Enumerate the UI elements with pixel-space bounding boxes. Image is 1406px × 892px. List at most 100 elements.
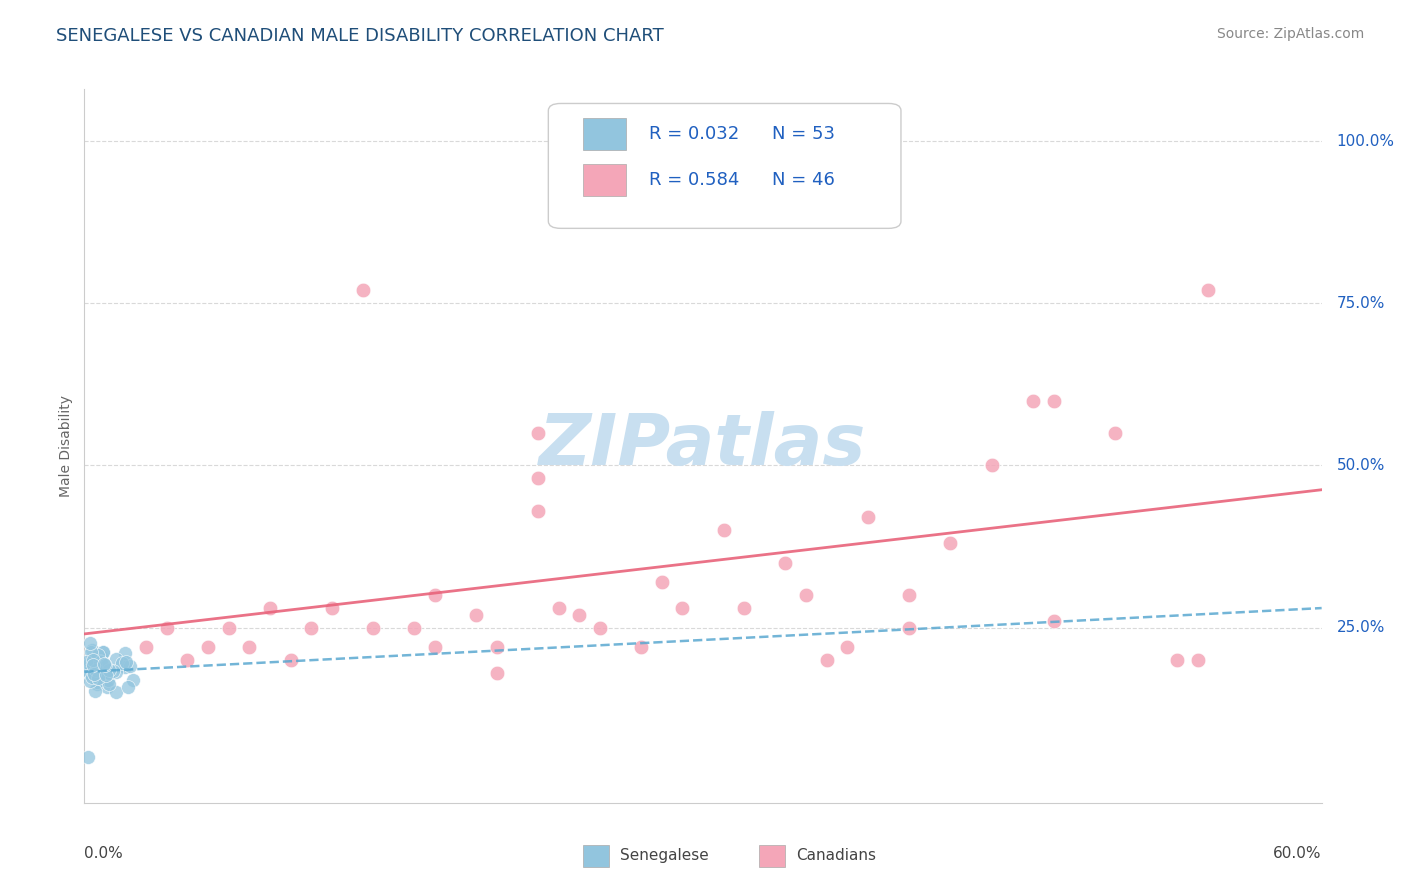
Point xyxy=(84,665,107,680)
Point xyxy=(75,655,97,669)
Text: Canadians: Canadians xyxy=(796,848,876,863)
Point xyxy=(98,664,121,678)
Point xyxy=(87,667,110,681)
Point xyxy=(82,658,104,673)
Point xyxy=(423,588,446,602)
Point xyxy=(93,657,115,672)
Point xyxy=(527,425,550,440)
FancyBboxPatch shape xyxy=(548,103,901,228)
Point xyxy=(79,636,101,650)
Point xyxy=(83,665,105,679)
Point xyxy=(86,677,108,691)
Text: 25.0%: 25.0% xyxy=(1337,620,1385,635)
Point xyxy=(79,661,101,675)
Point xyxy=(80,643,103,657)
Point xyxy=(91,645,114,659)
Point xyxy=(114,646,136,660)
Point xyxy=(83,666,105,681)
Point xyxy=(259,601,281,615)
Point xyxy=(111,657,134,671)
Point xyxy=(980,458,1002,473)
Point xyxy=(321,601,343,615)
Point xyxy=(547,601,569,615)
Point xyxy=(86,675,108,690)
Point xyxy=(135,640,157,654)
Text: R = 0.584: R = 0.584 xyxy=(648,171,740,189)
Point xyxy=(80,645,103,659)
Point xyxy=(84,683,107,698)
Point xyxy=(89,654,111,668)
Y-axis label: Male Disability: Male Disability xyxy=(59,395,73,497)
Point xyxy=(104,685,127,699)
Point xyxy=(713,524,735,538)
Point xyxy=(97,666,120,681)
Point xyxy=(90,664,112,678)
Point xyxy=(83,657,105,672)
Text: 0.0%: 0.0% xyxy=(84,846,124,861)
Point xyxy=(117,680,139,694)
Point xyxy=(197,640,219,654)
Point xyxy=(122,673,145,687)
Point xyxy=(94,666,117,681)
Point xyxy=(84,663,107,677)
Point xyxy=(939,536,962,550)
Point xyxy=(352,283,374,297)
Point xyxy=(114,660,136,674)
Point xyxy=(97,676,120,690)
Text: 60.0%: 60.0% xyxy=(1274,846,1322,861)
Point xyxy=(1166,653,1188,667)
FancyBboxPatch shape xyxy=(583,118,626,150)
Point xyxy=(299,621,322,635)
Text: 100.0%: 100.0% xyxy=(1337,134,1395,149)
Point xyxy=(404,621,426,635)
Point xyxy=(90,666,112,681)
Point xyxy=(775,556,797,570)
Point xyxy=(96,680,118,694)
Point xyxy=(485,666,508,681)
Point xyxy=(837,640,859,654)
Point xyxy=(96,668,118,682)
Point xyxy=(218,621,240,635)
Point xyxy=(1042,393,1064,408)
Point xyxy=(86,648,108,662)
Text: N = 53: N = 53 xyxy=(772,125,835,143)
Point xyxy=(98,664,121,678)
Point xyxy=(79,673,101,688)
Point xyxy=(115,655,138,669)
Point xyxy=(97,673,120,688)
Point xyxy=(651,575,673,590)
Point xyxy=(423,640,446,654)
Point xyxy=(527,504,550,518)
Point xyxy=(640,205,662,219)
Point xyxy=(80,670,103,684)
Point xyxy=(361,621,384,635)
Text: Source: ZipAtlas.com: Source: ZipAtlas.com xyxy=(1216,27,1364,41)
Point xyxy=(485,640,508,654)
Point xyxy=(898,621,921,635)
Text: ZIPatlas: ZIPatlas xyxy=(540,411,866,481)
Point xyxy=(101,664,124,678)
Point xyxy=(1022,393,1045,408)
Point xyxy=(1197,283,1219,297)
Text: Senegalese: Senegalese xyxy=(620,848,709,863)
Point xyxy=(91,645,114,659)
Point xyxy=(156,621,179,635)
Point xyxy=(238,640,260,654)
Point xyxy=(77,665,100,679)
Point xyxy=(105,665,128,679)
Point xyxy=(1042,614,1064,628)
Point xyxy=(1187,653,1209,667)
Point xyxy=(589,621,612,635)
Point xyxy=(630,640,652,654)
Point xyxy=(733,601,755,615)
Text: SENEGALESE VS CANADIAN MALE DISABILITY CORRELATION CHART: SENEGALESE VS CANADIAN MALE DISABILITY C… xyxy=(56,27,664,45)
Point xyxy=(82,667,104,681)
Point xyxy=(90,655,112,669)
Point xyxy=(82,653,104,667)
Point xyxy=(87,671,110,685)
Point xyxy=(898,588,921,602)
Point xyxy=(93,658,115,673)
Point xyxy=(1104,425,1126,440)
Point xyxy=(527,471,550,485)
Point xyxy=(79,657,101,671)
